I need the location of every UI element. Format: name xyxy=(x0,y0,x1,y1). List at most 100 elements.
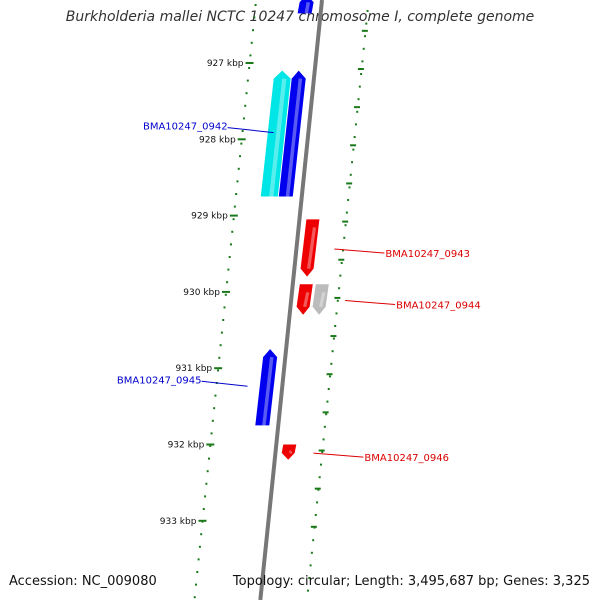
inner-ring-dot xyxy=(240,142,243,145)
outer-ring-dot xyxy=(356,110,359,113)
outer-ring-dash xyxy=(361,29,368,32)
inner-ring-dot xyxy=(218,356,221,359)
outer-ring-dot xyxy=(363,35,366,38)
genome-backbone xyxy=(258,0,324,600)
inner-ring-dot xyxy=(220,331,223,334)
kbp-tick xyxy=(245,62,254,64)
outer-ring-dot xyxy=(366,10,369,12)
kbp-tick xyxy=(229,214,238,217)
outer-ring-dash xyxy=(330,335,337,338)
gene-label[interactable]: BMA10247_0944 xyxy=(396,301,481,312)
inner-ring-dot xyxy=(248,67,251,69)
outer-ring-dash xyxy=(322,411,329,414)
outer-ring-dash xyxy=(326,373,333,376)
inner-ring-dot xyxy=(205,482,208,485)
outer-ring-dash xyxy=(314,487,321,490)
gene-shading xyxy=(288,450,293,455)
outer-ring-dash xyxy=(338,258,345,261)
gene-shading xyxy=(319,291,326,308)
gene-unlabeled[interactable] xyxy=(297,0,314,14)
genes-layer xyxy=(255,0,329,460)
outer-ring-dot xyxy=(332,337,335,340)
kbp-label: 933 kbp xyxy=(160,517,197,527)
tick-dots-layer xyxy=(193,4,369,599)
gene-shading xyxy=(269,78,287,197)
gene-leader-line xyxy=(313,452,364,458)
kbp-label: 927 kbp xyxy=(207,59,244,69)
inner-ring-dot xyxy=(206,470,209,473)
outer-ring-dot xyxy=(349,173,352,176)
backbone-layer xyxy=(258,0,324,600)
gene-bma10247-0944[interactable] xyxy=(312,284,329,315)
outer-ring-dot xyxy=(318,476,321,479)
outer-ring-dot xyxy=(345,211,348,214)
gene-leader-line xyxy=(345,300,396,306)
inner-ring-dot xyxy=(211,419,214,422)
inner-ring-dot xyxy=(193,596,196,599)
outer-ring-dot xyxy=(335,312,338,315)
outer-ring-dot xyxy=(361,60,364,63)
inner-ring-dot xyxy=(235,193,238,195)
outer-ring-dot xyxy=(357,98,360,101)
gene-bma10247-0945[interactable] xyxy=(255,349,278,426)
outer-ring-dot xyxy=(353,136,356,138)
inner-ring-dot xyxy=(232,218,235,221)
outer-ring-dot xyxy=(331,350,334,353)
outer-ring-dash xyxy=(342,220,349,223)
inner-ring-dot xyxy=(219,344,222,347)
inner-ring-dot xyxy=(213,407,216,410)
outer-ring-dot xyxy=(309,564,312,567)
inner-ring-dot xyxy=(217,369,220,372)
accession-text: Accession: NC_009080 xyxy=(9,574,157,589)
inner-ring-dot xyxy=(195,583,198,586)
outer-ring-dot xyxy=(347,199,350,201)
genome-summary-text: Topology: circular; Length: 3,495,687 bp… xyxy=(232,574,590,589)
map-title: Burkholderia mallei NCTC 10247 chromosom… xyxy=(65,9,535,25)
inner-ring-dot xyxy=(209,445,212,447)
outer-ring-dot xyxy=(310,551,313,554)
inner-ring-dot xyxy=(226,281,229,284)
gene-bma10247-0942[interactable] xyxy=(278,70,306,197)
gene-shading xyxy=(304,1,311,14)
inner-ring-dot xyxy=(250,41,253,44)
outer-ring-dot xyxy=(325,413,328,416)
outer-ring-dot xyxy=(312,539,315,542)
kbp-tick xyxy=(237,138,246,141)
kbp-tick xyxy=(214,367,223,370)
outer-ring-dot xyxy=(321,451,324,453)
gene-label[interactable]: BMA10247_0945 xyxy=(117,375,202,386)
kbp-tick xyxy=(198,519,207,522)
gene-shading xyxy=(306,227,317,269)
outer-ring-dot xyxy=(343,236,346,239)
outer-ring-dot xyxy=(338,287,341,290)
gene-unlabeled[interactable] xyxy=(296,284,313,315)
inner-ring-dot xyxy=(253,16,256,19)
outer-ring-dot xyxy=(365,22,368,25)
outer-ring-dot xyxy=(360,73,363,75)
gene-shading xyxy=(285,78,303,197)
gene-label[interactable]: BMA10247_0946 xyxy=(364,453,449,464)
inner-ring-dot xyxy=(254,4,257,6)
outer-ring-dot xyxy=(327,388,330,390)
inner-ring-dot xyxy=(229,243,232,246)
outer-ring-dash xyxy=(310,525,317,528)
outer-ring-dot xyxy=(322,438,325,441)
inner-ring-dot xyxy=(246,79,249,82)
inner-ring-dot xyxy=(196,571,199,573)
gene-bma10247-0946[interactable] xyxy=(281,444,297,460)
outer-ring-dot xyxy=(354,123,357,126)
gene-shading xyxy=(262,356,274,426)
kbp-label: 928 kbp xyxy=(199,135,236,145)
inner-ring-dot xyxy=(244,104,247,107)
outer-ring-dash xyxy=(346,182,353,185)
inner-ring-dot xyxy=(236,180,239,183)
gene-bma10247-0943[interactable] xyxy=(300,219,320,277)
inner-ring-dot xyxy=(223,306,226,309)
outer-ring-dot xyxy=(307,589,310,592)
outer-ring-dot xyxy=(341,249,344,252)
gene-unlabeled[interactable] xyxy=(260,70,291,197)
inner-ring-dot xyxy=(204,495,207,498)
gene-label[interactable]: BMA10247_0942 xyxy=(143,122,228,133)
gene-label[interactable]: BMA10247_0943 xyxy=(385,249,470,260)
